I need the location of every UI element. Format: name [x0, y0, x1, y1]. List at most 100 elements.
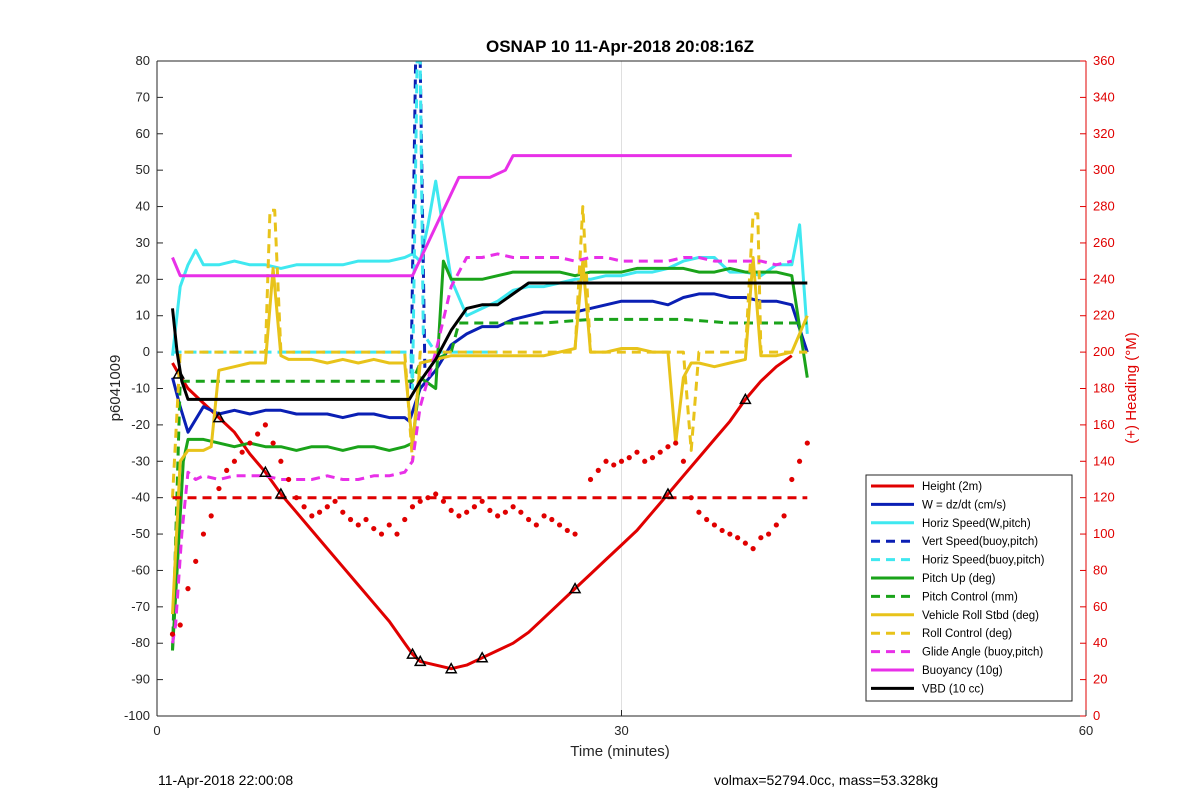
y-right-tick-label: 80 [1093, 562, 1107, 577]
y-tick-label: -70 [131, 599, 150, 614]
heading-point [270, 440, 276, 446]
dive-marker-point [568, 582, 582, 594]
legend-label: Glide Angle (buoy,pitch) [922, 647, 1043, 659]
heading-point [642, 458, 648, 464]
y-tick-label: -50 [131, 526, 150, 541]
heading-point [765, 531, 772, 537]
dive-marker-point [274, 487, 288, 499]
heading-point [541, 513, 547, 519]
legend: Height (2m) W = dz/dt (cm/s) Horiz Speed(W… [865, 474, 1073, 702]
heading-point [324, 504, 330, 510]
dive-marker-point [475, 651, 489, 663]
legend-label: Height (2m) [922, 481, 982, 493]
y-tick-label: 0 [143, 344, 150, 359]
y-tick-label: 80 [136, 53, 150, 68]
heading-point [735, 535, 741, 541]
series-line-vbd-10-cc [171, 281, 808, 401]
series-line-w-dz-dt-cm-s [171, 292, 809, 434]
dive-marker-point [406, 647, 419, 659]
y-tick-label: -20 [131, 417, 150, 432]
dive-marker-point [661, 487, 675, 499]
legend-label: W = dz/dt (cm/s) [922, 499, 1006, 511]
heading-point [371, 525, 377, 532]
heading-point [293, 495, 299, 501]
heading-point [464, 509, 470, 515]
heading-point [796, 458, 803, 464]
y-tick-label: 70 [136, 89, 150, 104]
legend-label: Vert Speed(buoy,pitch) [922, 536, 1038, 548]
heading-point [804, 440, 810, 446]
heading-point [688, 495, 694, 501]
heading-point [665, 444, 671, 450]
heading-point [572, 531, 578, 537]
footer-timestamp: 11-Apr-2018 22:00:08 [158, 772, 294, 788]
legend-label: Vehicle Roll Stbd (deg) [922, 610, 1039, 622]
heading-point [533, 522, 539, 528]
heading-point [510, 504, 516, 510]
series-line-vehicle-roll-stbd-deg [171, 256, 809, 615]
legend-label: VBD (10 cc) [922, 683, 984, 695]
heading-point [193, 558, 199, 564]
heading-point [200, 531, 207, 537]
y-tick-label: -10 [131, 381, 150, 396]
heading-point [711, 522, 718, 528]
heading-point [750, 546, 756, 552]
heading-point [471, 504, 478, 510]
series-line-pitch-up-deg [171, 259, 809, 651]
heading-point [433, 491, 439, 497]
series-layer [169, 61, 810, 671]
heading-point [347, 516, 354, 523]
series-line-pitch-control-mm [171, 317, 808, 651]
heading-point [316, 509, 323, 515]
legend-label: Horiz Speed(W,pitch) [922, 518, 1031, 530]
chart-title: OSNAP 10 11-Apr-2018 20:08:16Z [486, 37, 754, 56]
y-right-tick-label: 340 [1093, 89, 1115, 104]
heading-point [495, 513, 501, 519]
y-tick-label: 40 [136, 199, 150, 214]
y-right-tick-label: 180 [1093, 381, 1115, 396]
legend-label: Roll Control (deg) [922, 628, 1012, 640]
y-right-tick-label: 20 [1093, 672, 1107, 687]
legend-label: Pitch Control (mm) [922, 591, 1018, 603]
y-axis-label-right: (+) Heading (°M) [1123, 332, 1140, 443]
heading-point [402, 516, 408, 523]
series-line-buoyancy-10g [171, 154, 792, 278]
heading-point [595, 467, 601, 473]
heading-point [332, 498, 338, 504]
heading-point [618, 458, 625, 464]
heading-point [518, 509, 524, 515]
heading-point [278, 458, 284, 464]
tick-labels: 0 30 6080706050403020100-10-20-30-40-50-60… [124, 53, 1115, 738]
heading-point [487, 507, 493, 514]
heading-point [216, 485, 222, 492]
y-right-tick-label: 360 [1093, 53, 1115, 68]
dive-marker-point [739, 392, 752, 405]
y-right-tick-label: 60 [1093, 599, 1107, 614]
x-axis-label: Time (minutes) [570, 743, 669, 760]
heading-point [502, 509, 508, 515]
heading-point [224, 467, 230, 473]
heading-point [255, 431, 261, 437]
y-axis-label: p6041009 [107, 355, 124, 422]
heading-point [286, 476, 292, 483]
y-right-tick-label: 40 [1093, 635, 1107, 650]
legend-box [865, 474, 1073, 702]
heading-point [262, 422, 268, 428]
heading-point [301, 504, 307, 510]
heading-point [649, 455, 656, 461]
dive-marker-point [444, 662, 458, 674]
heading-point [719, 527, 725, 534]
y-right-tick-label: 280 [1093, 199, 1115, 214]
heading-point [340, 509, 346, 515]
footer-vehicle-info: volmax=52794.0cc, mass=53.328kg [714, 772, 939, 788]
heading-point [185, 586, 191, 592]
heading-point [239, 449, 245, 455]
heading-point [479, 498, 485, 504]
heading-point [177, 622, 183, 628]
heading-point [549, 516, 555, 523]
y-right-tick-label: 300 [1093, 162, 1115, 177]
y-right-tick-label: 220 [1093, 308, 1115, 323]
heading-point [386, 522, 392, 528]
heading-point [603, 458, 609, 464]
